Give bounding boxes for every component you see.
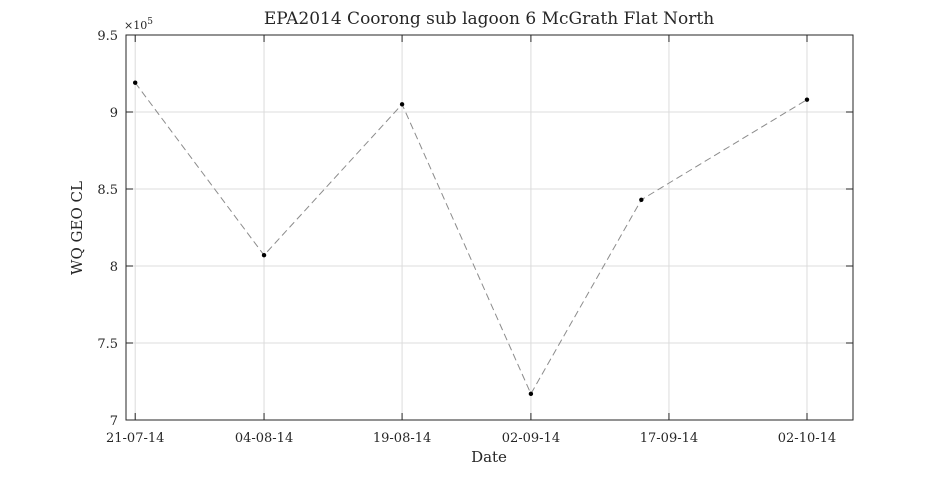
y-exponent-base: ×10 xyxy=(124,19,147,32)
data-point xyxy=(528,391,534,397)
data-point xyxy=(639,197,644,202)
y-tick-label: 8 xyxy=(110,260,118,275)
plot-area-frame xyxy=(125,34,854,421)
data-point xyxy=(261,253,267,258)
y-tick-label: 7 xyxy=(110,414,118,429)
x-axis-label: Date xyxy=(471,448,507,466)
y-exponent-label: ×105 xyxy=(124,17,153,32)
series-line xyxy=(134,82,808,395)
y-tick-label: 9.5 xyxy=(97,29,118,44)
data-point xyxy=(804,97,810,102)
x-tick-label: 02-10-14 xyxy=(778,431,836,446)
chart-title: EPA2014 Coorong sub lagoon 6 McGrath Fla… xyxy=(264,9,714,29)
x-tick-label: 19-08-14 xyxy=(373,431,431,446)
data-point xyxy=(399,102,405,107)
y-tick-label: 8.5 xyxy=(97,183,118,198)
y-exponent-power: 5 xyxy=(147,17,153,27)
x-tick-label: 02-09-14 xyxy=(502,431,560,446)
x-tick-label: 04-08-14 xyxy=(235,431,293,446)
x-tick-label: 17-09-14 xyxy=(640,431,698,446)
y-tick-label: 9 xyxy=(110,106,118,121)
data-point xyxy=(133,80,138,85)
axis-ticks: 21-07-14 04-08-14 19-08-14 02-09-14 17-09-14… xyxy=(97,29,853,446)
data-series xyxy=(133,80,810,397)
y-axis-label: WQ GEO CL xyxy=(68,181,86,275)
x-tick-label: 21-07-14 xyxy=(106,431,164,446)
y-tick-label: 7.5 xyxy=(97,337,118,352)
